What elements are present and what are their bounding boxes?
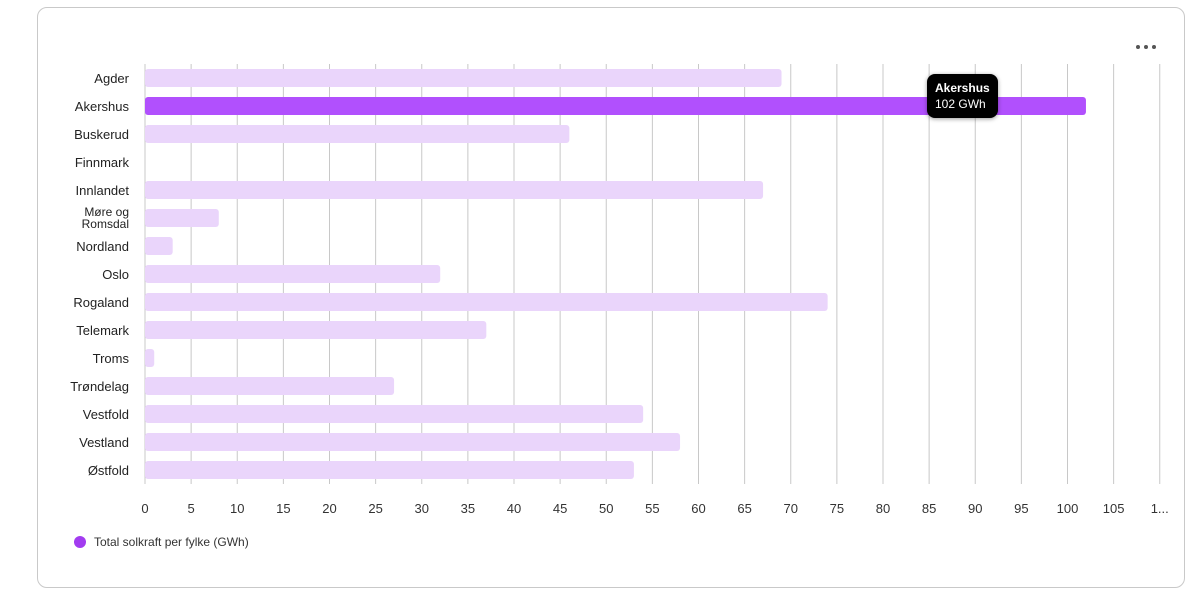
bar[interactable] [145, 461, 634, 479]
x-tick-label: 1... [1151, 501, 1169, 516]
x-tick-label: 20 [322, 501, 336, 516]
category-label: Akershus [75, 99, 130, 114]
category-label: Vestland [79, 435, 129, 450]
x-tick-label: 5 [188, 501, 195, 516]
bar[interactable] [145, 265, 441, 283]
category-label: Østfold [88, 463, 129, 478]
x-tick-label: 25 [368, 501, 382, 516]
x-tick-label: 40 [507, 501, 521, 516]
category-label: Trøndelag [70, 379, 129, 394]
category-label: Innlandet [76, 183, 130, 198]
legend-swatch [74, 536, 86, 548]
bar[interactable] [145, 349, 155, 367]
category-label: Finnmark [75, 155, 130, 170]
legend-label: Total solkraft per fylke (GWh) [94, 535, 249, 549]
x-tick-label: 80 [876, 501, 890, 516]
x-tick-label: 85 [922, 501, 936, 516]
bar[interactable] [145, 377, 395, 395]
bar[interactable] [145, 125, 570, 143]
tooltip-title: Akershus [935, 81, 990, 95]
tooltip: Akershus 102 GWh [927, 74, 998, 118]
x-tick-label: 30 [415, 501, 429, 516]
category-label: Nordland [76, 239, 129, 254]
category-label: Troms [93, 351, 130, 366]
bar[interactable] [145, 181, 764, 199]
x-tick-label: 15 [276, 501, 290, 516]
bar[interactable] [145, 433, 681, 451]
x-tick-label: 100 [1057, 501, 1079, 516]
category-label: Vestfold [83, 407, 129, 422]
x-tick-label: 50 [599, 501, 613, 516]
category-label: Telemark [76, 323, 129, 338]
bar[interactable] [145, 237, 173, 255]
category-label: Agder [94, 71, 129, 86]
bar[interactable] [145, 69, 782, 87]
x-tick-label: 95 [1014, 501, 1028, 516]
x-tick-label: 45 [553, 501, 567, 516]
x-tick-label: 55 [645, 501, 659, 516]
x-tick-label: 70 [784, 501, 798, 516]
legend-item[interactable]: Total solkraft per fylke (GWh) [74, 535, 249, 549]
more-horizontal-icon [1136, 45, 1140, 49]
category-label: Møre og Romsdal [82, 205, 129, 231]
x-axis-tick-labels: 0 5 10 15 20 25 30 35 40 45 50 55 60 65 70 75 80 85 90 95 10… [141, 501, 1168, 516]
category-label: Oslo [102, 267, 129, 282]
x-tick-label: 105 [1103, 501, 1125, 516]
tooltip-value: 102 GWh [935, 97, 986, 111]
category-label: Rogaland [73, 295, 129, 310]
bars [145, 69, 1086, 479]
x-tick-label: 0 [141, 501, 148, 516]
bar[interactable] [145, 321, 487, 339]
x-tick-label: 75 [830, 501, 844, 516]
bar[interactable] [145, 405, 644, 423]
x-tick-label: 90 [968, 501, 982, 516]
category-label: Buskerud [74, 127, 129, 142]
x-tick-label: 65 [737, 501, 751, 516]
bar[interactable] [145, 97, 1086, 115]
bar[interactable] [145, 209, 219, 227]
x-tick-label: 10 [230, 501, 244, 516]
x-tick-label: 60 [691, 501, 705, 516]
category-labels: Agder Akershus Buskerud Finnmark Innlandet Mø… [70, 71, 129, 478]
bar[interactable] [145, 293, 828, 311]
more-options-button[interactable] [1126, 36, 1166, 58]
x-tick-label: 35 [461, 501, 475, 516]
